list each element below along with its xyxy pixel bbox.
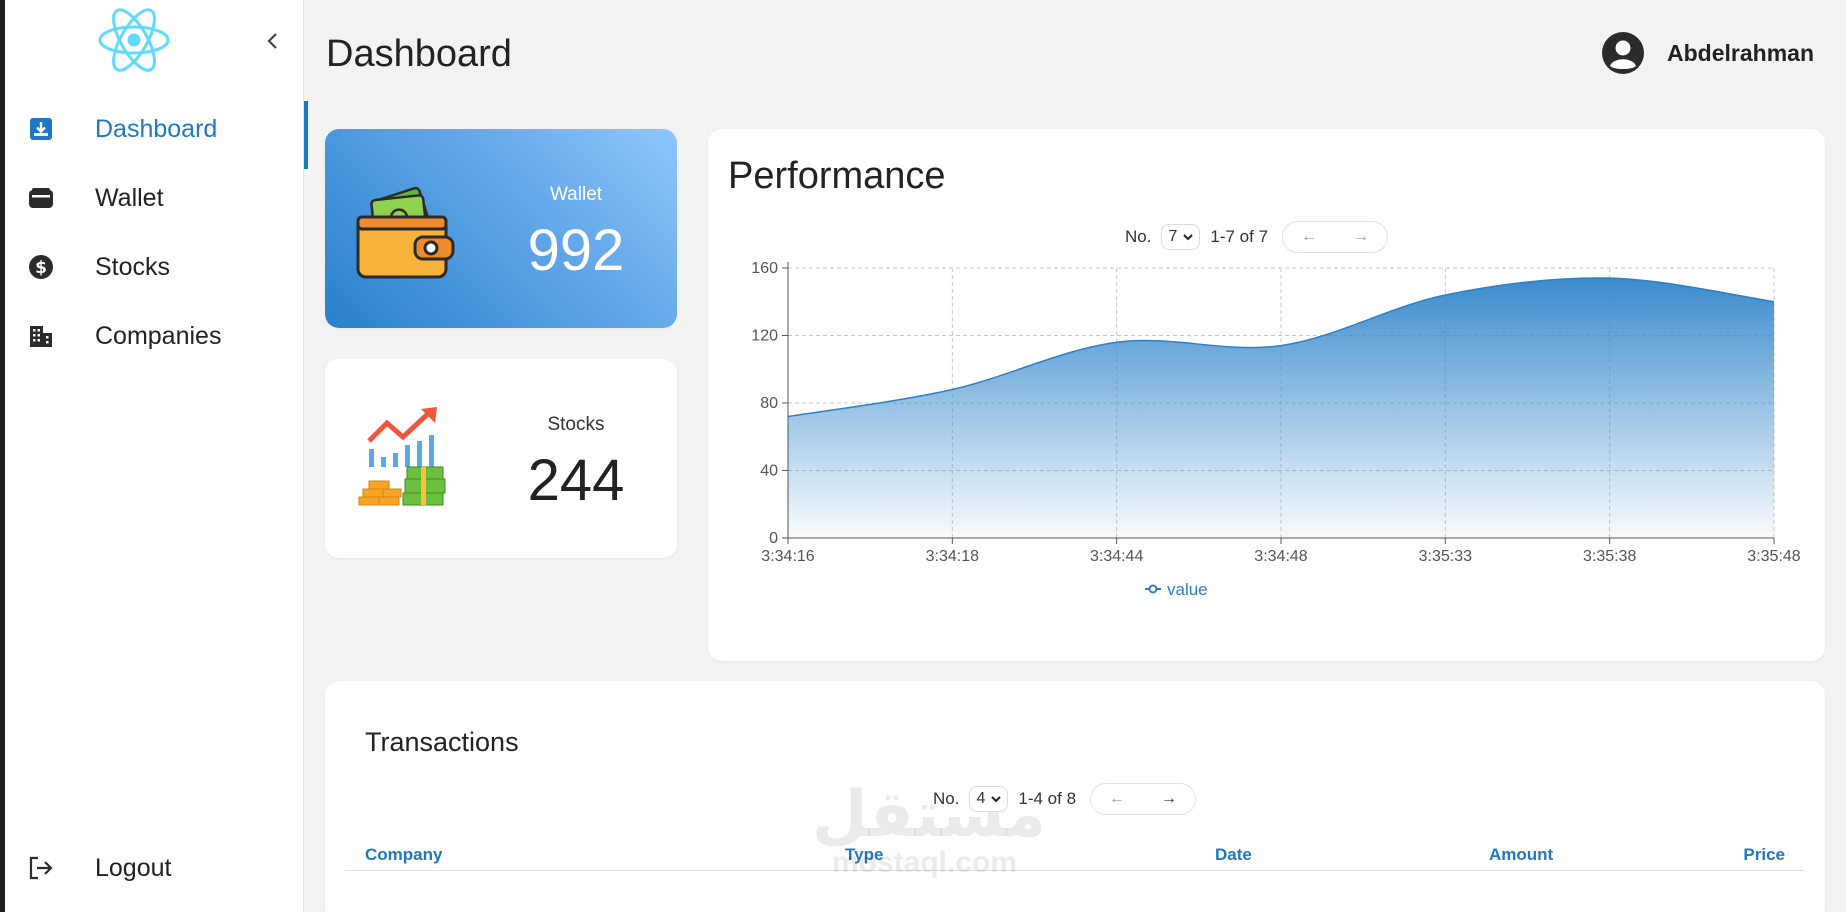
x-tick-label: 3:34:16 xyxy=(761,548,814,565)
x-tick-label: 3:35:38 xyxy=(1583,548,1636,565)
wallet-label: Wallet xyxy=(549,184,603,205)
x-tick-label: 3:35:48 xyxy=(1747,548,1800,565)
sidebar-item-label: Dashboard xyxy=(95,114,218,143)
y-tick-label: 160 xyxy=(751,260,778,277)
next-page-button[interactable]: → xyxy=(1353,228,1370,245)
sidebar-item-dashboard[interactable]: Dashboard xyxy=(5,99,308,169)
pager-range: 1-7 of 7 xyxy=(1210,227,1269,246)
sidebar-item-wallet[interactable]: Wallet xyxy=(5,168,308,228)
transactions-pager: No. 4 1-4 of 8 ← → xyxy=(933,783,1197,815)
page-size-select[interactable]: 4 xyxy=(969,786,1009,812)
sidebar-item-label: Wallet xyxy=(95,183,164,212)
column-header-price[interactable]: Price xyxy=(1743,845,1785,864)
legend-marker-dot xyxy=(1148,584,1158,594)
stocks-label: Stocks xyxy=(547,414,605,435)
page-size-select[interactable]: 7 xyxy=(1161,224,1201,250)
collapse-sidebar-button[interactable] xyxy=(261,28,285,54)
transactions-title: Transactions xyxy=(365,727,519,757)
y-tick-label: 80 xyxy=(760,395,778,412)
chevron-down-icon xyxy=(1183,233,1194,240)
sidebar-item-label: Companies xyxy=(95,321,222,350)
column-header-type[interactable]: Type xyxy=(845,845,884,864)
download-box-icon xyxy=(27,115,55,143)
column-header-amount[interactable]: Amount xyxy=(1489,845,1554,864)
y-tick-label: 0 xyxy=(769,530,778,547)
user-menu[interactable]: Abdelrahman xyxy=(1601,30,1814,76)
prev-page-button[interactable]: ← xyxy=(1109,790,1126,807)
page-title: Dashboard xyxy=(326,33,512,75)
performance-pager: No. 7 1-7 of 7 ← → xyxy=(1125,221,1389,253)
svg-text:$: $ xyxy=(35,258,47,278)
pager-arrows: ← → xyxy=(1282,221,1389,253)
page-size-value: 7 xyxy=(1168,228,1178,245)
chevron-down-icon xyxy=(991,795,1002,802)
pager-arrows: ← → xyxy=(1090,783,1197,815)
react-logo xyxy=(98,8,170,72)
y-tick-label: 40 xyxy=(760,463,778,480)
prev-page-button[interactable]: ← xyxy=(1301,228,1318,245)
buildings-icon xyxy=(27,322,55,350)
sidebar-item-companies[interactable]: Companies xyxy=(5,306,308,366)
performance-chart: 0 40 80 120 160 3:34:16 3:34:18 3:34:44 3:34:48 3… xyxy=(751,260,1800,599)
transactions-table-header: Company Type Date Amount Price xyxy=(345,841,1805,871)
y-tick-label: 120 xyxy=(751,328,778,345)
stocks-card: Stocks 244 xyxy=(325,359,677,558)
area-fill xyxy=(788,278,1774,538)
x-tick-label: 3:34:44 xyxy=(1090,548,1143,565)
column-header-date[interactable]: Date xyxy=(1215,845,1252,864)
wallet-money-icon xyxy=(356,186,455,279)
x-tick-label: 3:35:33 xyxy=(1419,548,1472,565)
user-name: Abdelrahman xyxy=(1667,39,1814,66)
sidebar-item-stocks[interactable]: $ Stocks xyxy=(5,237,308,297)
logout-label: Logout xyxy=(95,853,172,882)
performance-title: Performance xyxy=(728,155,946,197)
logout-icon xyxy=(27,854,55,882)
x-tick-label: 3:34:18 xyxy=(926,548,979,565)
page-size-value: 4 xyxy=(976,790,986,807)
pager-range: 1-4 of 8 xyxy=(1018,789,1077,808)
sidebar-item-label: Stocks xyxy=(95,252,171,281)
performance-card: Performance No. 7 1-7 of 7 ← → 0 40 80 120 1… xyxy=(708,129,1825,661)
pager-prefix: No. xyxy=(933,789,960,808)
wallet-card: Wallet 992 xyxy=(325,129,677,328)
sidebar: Dashboard Wallet $ Stocks Companies Logo… xyxy=(0,0,308,912)
column-header-company[interactable]: Company xyxy=(365,845,443,864)
legend-label: value xyxy=(1167,580,1208,599)
x-tick-label: 3:34:48 xyxy=(1254,548,1307,565)
dollar-circle-icon: $ xyxy=(27,253,55,281)
wallet-value: 992 xyxy=(527,218,625,283)
stocks-growth-icon xyxy=(358,407,446,506)
pager-prefix: No. xyxy=(1125,227,1152,246)
stocks-value: 244 xyxy=(527,448,625,513)
logout-button[interactable]: Logout xyxy=(5,838,308,898)
transactions-card: Transactions No. 4 1-4 of 8 ← → Company … xyxy=(325,681,1825,912)
wallet-icon xyxy=(27,184,55,212)
next-page-button[interactable]: → xyxy=(1161,790,1178,807)
chevron-left-icon xyxy=(267,33,277,49)
user-avatar-icon xyxy=(1602,32,1645,74)
